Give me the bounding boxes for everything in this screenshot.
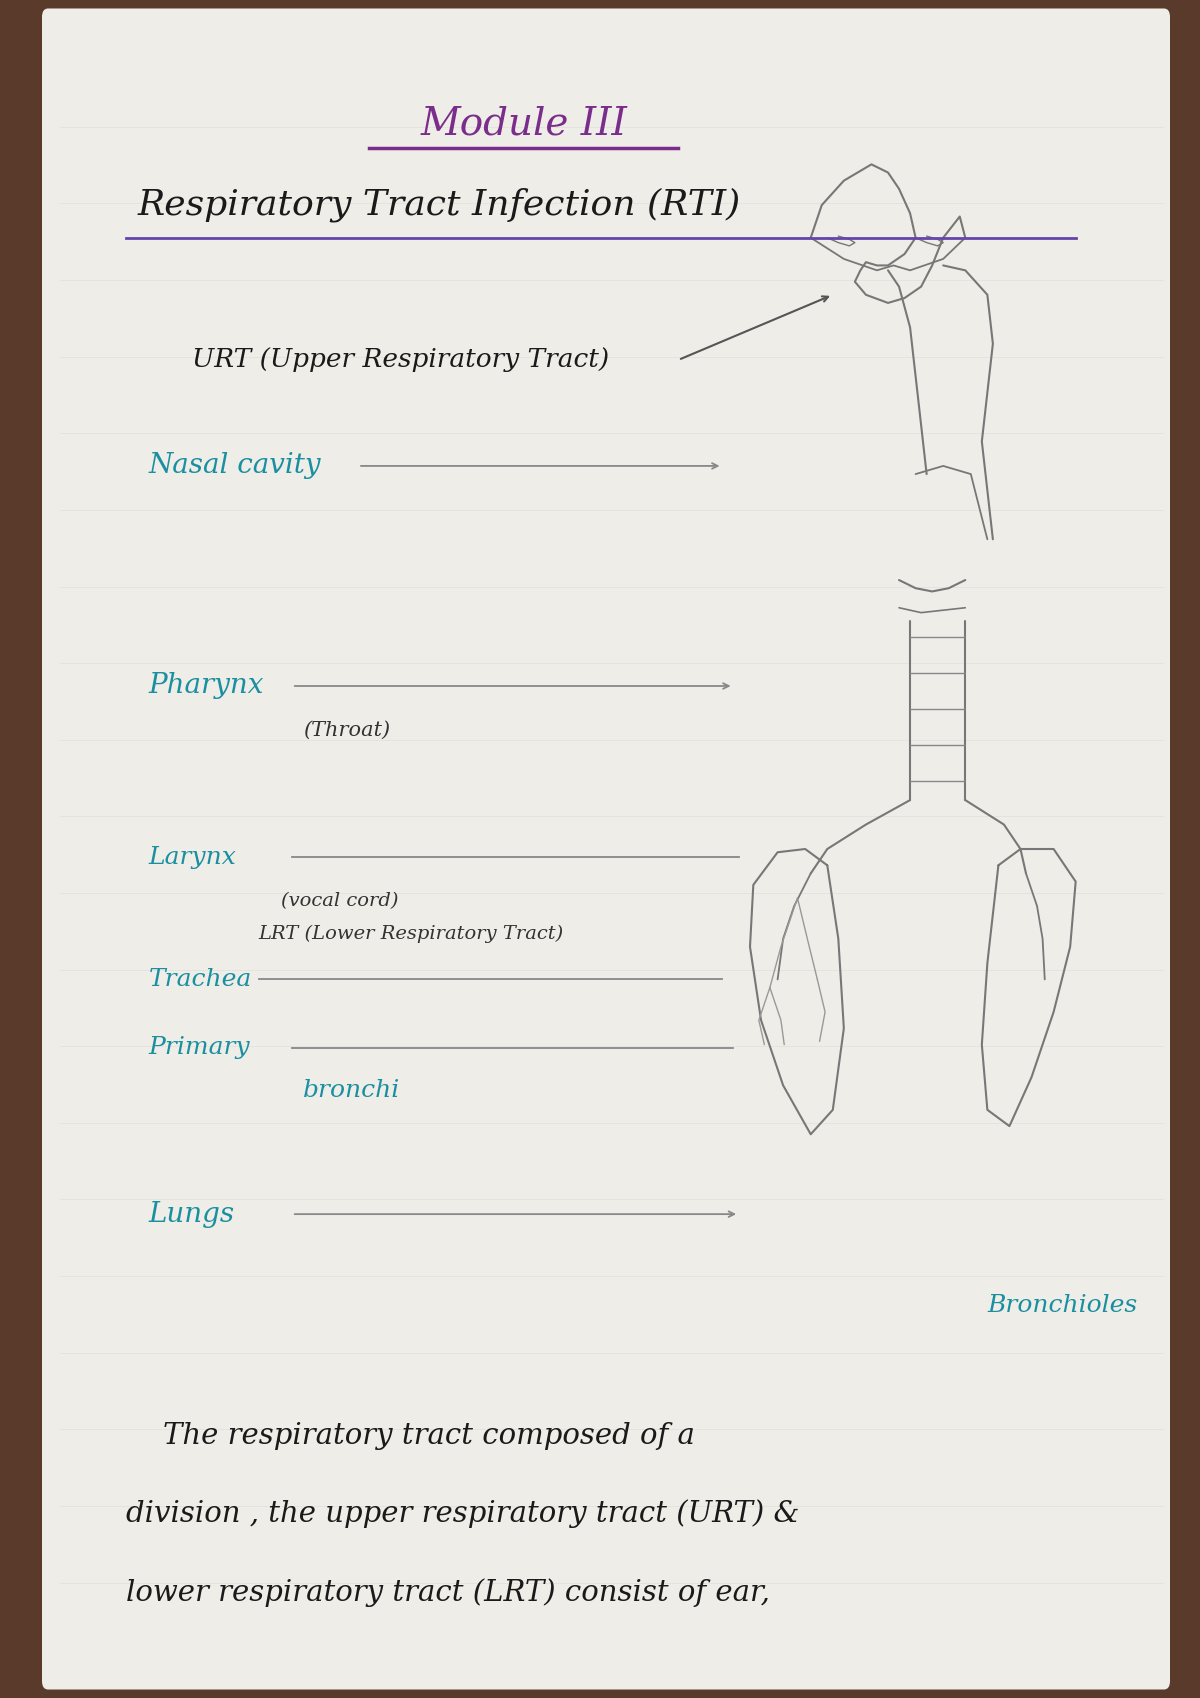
Text: Pharynx: Pharynx — [149, 672, 264, 700]
Text: The respiratory tract composed of a: The respiratory tract composed of a — [126, 1421, 695, 1450]
Text: URT (Upper Respiratory Tract): URT (Upper Respiratory Tract) — [192, 348, 610, 372]
Text: Larynx: Larynx — [149, 846, 236, 869]
Text: Bronchioles: Bronchioles — [988, 1294, 1138, 1318]
Text: Respiratory Tract Infection (RTI): Respiratory Tract Infection (RTI) — [137, 188, 740, 222]
Text: (Throat): (Throat) — [302, 720, 390, 740]
Text: Module III: Module III — [420, 105, 628, 143]
Text: (vocal cord): (vocal cord) — [281, 891, 398, 910]
Text: division , the upper respiratory tract (URT) &: division , the upper respiratory tract (… — [126, 1499, 799, 1528]
Text: Trachea: Trachea — [149, 968, 252, 992]
Text: Nasal cavity: Nasal cavity — [149, 452, 320, 479]
Text: Primary: Primary — [149, 1036, 250, 1060]
Text: bronchi: bronchi — [302, 1078, 400, 1102]
Text: lower respiratory tract (LRT) consist of ear,: lower respiratory tract (LRT) consist of… — [126, 1577, 770, 1606]
Text: Lungs: Lungs — [149, 1200, 234, 1228]
Text: LRT (Lower Respiratory Tract): LRT (Lower Respiratory Tract) — [259, 925, 564, 942]
